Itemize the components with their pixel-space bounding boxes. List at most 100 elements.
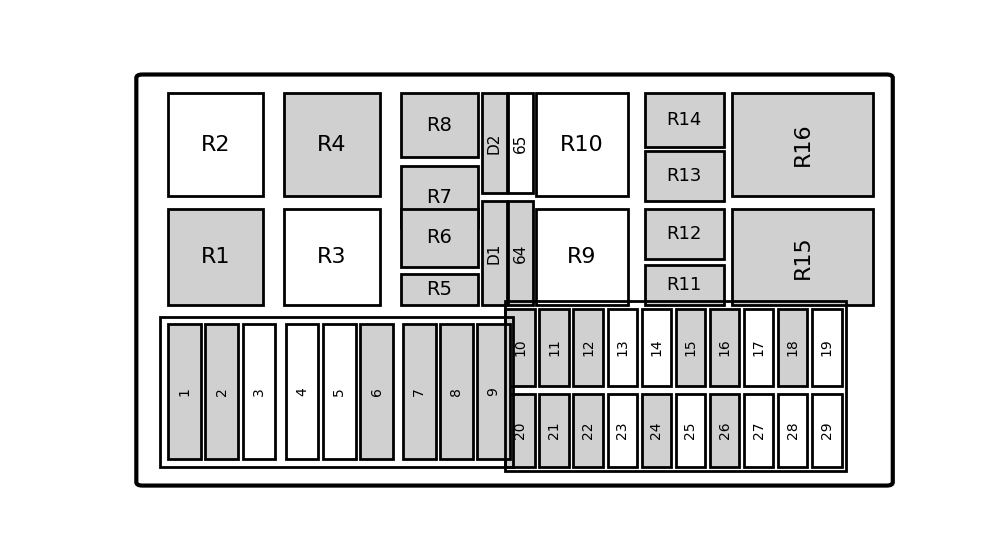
Text: D1: D1 — [486, 242, 502, 264]
Bar — [400, 274, 477, 305]
Bar — [284, 93, 379, 196]
Text: D2: D2 — [486, 133, 502, 154]
Bar — [481, 201, 507, 305]
Text: 23: 23 — [615, 421, 629, 439]
Bar — [743, 394, 772, 467]
Text: R12: R12 — [666, 225, 701, 243]
Text: 65: 65 — [513, 134, 528, 153]
Bar — [811, 309, 841, 386]
Bar — [439, 324, 472, 459]
Text: R14: R14 — [666, 111, 701, 129]
Bar — [243, 324, 275, 459]
Bar — [505, 309, 535, 386]
Bar — [481, 93, 507, 194]
Text: 8: 8 — [449, 387, 463, 396]
Text: R7: R7 — [426, 188, 452, 207]
Bar — [573, 309, 602, 386]
Bar — [168, 93, 263, 196]
Text: 18: 18 — [785, 338, 799, 356]
Text: R3: R3 — [317, 247, 346, 267]
Bar — [644, 93, 723, 147]
Text: 26: 26 — [717, 421, 731, 439]
Bar — [539, 309, 569, 386]
Text: R2: R2 — [201, 134, 231, 154]
Bar — [476, 324, 510, 459]
Text: 25: 25 — [683, 421, 697, 439]
Text: 15: 15 — [683, 338, 697, 356]
Bar — [160, 317, 513, 467]
Text: R15: R15 — [791, 235, 811, 279]
Text: 5: 5 — [332, 387, 346, 396]
Bar — [508, 93, 533, 194]
Text: 11: 11 — [547, 338, 561, 356]
Bar — [400, 209, 477, 267]
Bar — [539, 394, 569, 467]
Bar — [284, 209, 379, 305]
Bar — [607, 309, 636, 386]
Text: 21: 21 — [547, 421, 561, 439]
Bar — [644, 151, 723, 201]
FancyBboxPatch shape — [136, 75, 892, 486]
Text: R1: R1 — [201, 247, 231, 267]
Bar — [168, 209, 263, 305]
Bar — [731, 93, 873, 196]
Text: 64: 64 — [513, 243, 528, 263]
Text: R11: R11 — [666, 276, 701, 294]
Text: 2: 2 — [215, 387, 229, 396]
Bar — [644, 265, 723, 305]
Bar — [536, 93, 627, 196]
Bar — [731, 209, 873, 305]
Text: R9: R9 — [567, 247, 596, 267]
Bar — [400, 93, 477, 157]
Text: 12: 12 — [581, 338, 595, 356]
Text: 1: 1 — [178, 387, 192, 396]
Bar — [573, 394, 602, 467]
Bar — [400, 166, 477, 228]
Bar — [709, 394, 738, 467]
Text: R4: R4 — [317, 134, 346, 154]
Text: 7: 7 — [412, 387, 426, 396]
Text: 14: 14 — [649, 338, 663, 356]
Bar — [675, 394, 704, 467]
Text: 10: 10 — [513, 338, 527, 356]
Bar — [777, 394, 806, 467]
Text: 24: 24 — [649, 421, 663, 439]
Text: 20: 20 — [513, 421, 527, 439]
Text: 3: 3 — [252, 387, 266, 396]
Bar — [508, 201, 533, 305]
Text: R6: R6 — [426, 228, 452, 247]
Text: 13: 13 — [615, 338, 629, 356]
Bar — [811, 394, 841, 467]
Bar — [743, 309, 772, 386]
Bar — [644, 209, 723, 259]
Bar — [360, 324, 392, 459]
Bar — [505, 301, 846, 471]
Bar — [206, 324, 238, 459]
Bar — [323, 324, 355, 459]
Text: 27: 27 — [751, 421, 765, 439]
Bar — [675, 309, 704, 386]
Bar — [641, 394, 670, 467]
Text: 6: 6 — [369, 387, 383, 396]
Text: 4: 4 — [295, 387, 309, 396]
Text: R10: R10 — [560, 134, 603, 154]
Bar — [607, 394, 636, 467]
Text: R13: R13 — [666, 167, 701, 185]
Bar — [168, 324, 201, 459]
Bar — [709, 309, 738, 386]
Text: 9: 9 — [486, 387, 500, 396]
Text: 17: 17 — [751, 338, 765, 356]
Text: 29: 29 — [819, 421, 833, 439]
Bar — [505, 394, 535, 467]
Bar — [777, 309, 806, 386]
Bar — [402, 324, 435, 459]
Text: R16: R16 — [791, 123, 811, 166]
Bar — [641, 309, 670, 386]
Text: 28: 28 — [785, 421, 799, 439]
Text: R5: R5 — [426, 280, 452, 299]
Bar — [286, 324, 318, 459]
Text: 22: 22 — [581, 421, 595, 439]
Text: 19: 19 — [819, 338, 833, 356]
Bar — [536, 209, 627, 305]
Text: 16: 16 — [717, 338, 731, 356]
